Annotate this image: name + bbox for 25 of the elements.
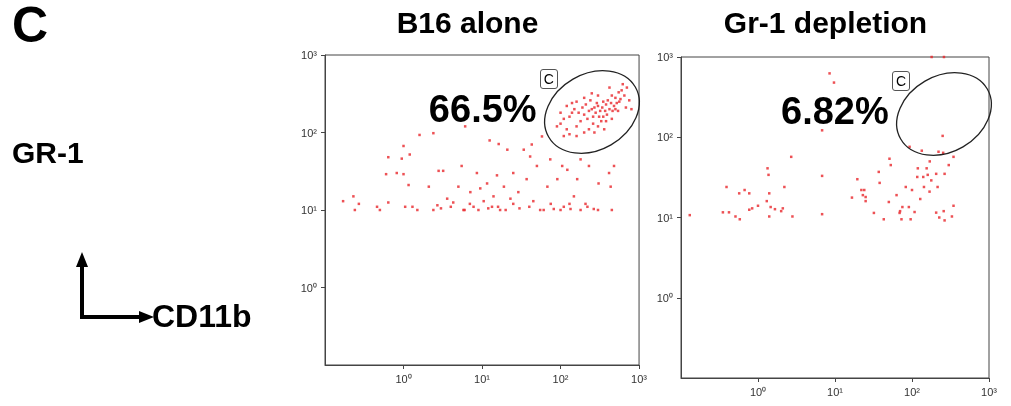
x-tick-label: 10² [904, 385, 921, 398]
y-axis-title: GR-1 [12, 136, 84, 170]
chart-title: Gr-1 depletion [723, 5, 928, 39]
annotation: C [539, 69, 558, 89]
y-tick-label: 10³ [657, 51, 674, 63]
x-tick-label: 10⁰ [395, 372, 412, 385]
y-tick-label: 10⁰ [656, 291, 673, 304]
x-tick-label: 10² [552, 372, 569, 385]
y-tick-label: 10³ [301, 49, 318, 61]
y-tick-label: 10² [657, 131, 674, 144]
annotation: 66.5% [428, 87, 537, 131]
annotation: C [892, 71, 911, 92]
text: C [12, 0, 49, 54]
x-tick-label: 10¹ [827, 385, 844, 398]
x-tick-label: 10⁰ [749, 385, 767, 398]
x-tick-label: 10¹ [474, 372, 491, 385]
x-axis-title: CD11b [152, 298, 252, 335]
x-tick-label: 10³ [631, 372, 648, 385]
y-tick-label: 10¹ [301, 204, 318, 216]
y-tick-label: 10⁰ [300, 281, 317, 294]
y-tick-label: 10² [301, 126, 318, 139]
y-tick-label: 10¹ [657, 211, 674, 224]
x-tick-label: 10³ [981, 385, 998, 398]
chart-title: B16 alone [396, 5, 539, 39]
annotation: 6.82% [781, 89, 889, 133]
